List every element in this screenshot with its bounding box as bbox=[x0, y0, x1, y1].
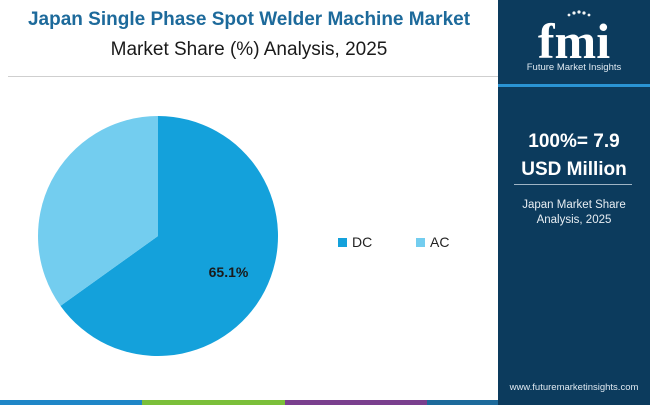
fmi-logo: fmi bbox=[538, 10, 610, 69]
footer-stripe-segment bbox=[213, 400, 285, 405]
footer-stripe-segment bbox=[142, 400, 214, 405]
legend-item-dc: DC bbox=[338, 234, 372, 250]
legend-label-dc: DC bbox=[352, 234, 373, 250]
sidebar-accent-line bbox=[498, 84, 650, 87]
pie-chart: 65.1% bbox=[38, 116, 279, 356]
pie-slice-ac bbox=[38, 116, 159, 306]
sidebar-caption-line-2: Analysis, 2025 bbox=[536, 214, 612, 226]
pie-slice-dc bbox=[60, 116, 279, 356]
legend-label-ac: AC bbox=[430, 234, 450, 250]
legend-item-ac: AC bbox=[416, 234, 449, 250]
pie-label-dc: 65.1% bbox=[209, 264, 249, 280]
market-total-unit: USD Million bbox=[521, 159, 627, 180]
footer-stripe-segment bbox=[71, 400, 143, 405]
market-total: 100%= 7.9 USD Million bbox=[498, 128, 650, 184]
footer-stripe-segment bbox=[284, 400, 356, 405]
sidebar-divider bbox=[514, 184, 632, 185]
legend-swatch-ac bbox=[416, 237, 425, 247]
website-url: www.futuremarketinsights.com bbox=[509, 382, 639, 393]
footer-stripe-segment bbox=[0, 400, 72, 405]
sidebar-panel: fmi Future Market Insights 100%= 7.9 USD… bbox=[498, 0, 650, 405]
footer-stripe-segment bbox=[426, 400, 498, 405]
footer-stripe-segment bbox=[355, 400, 427, 405]
chart-subtitle: Market Share (%) Analysis, 2025 bbox=[110, 39, 388, 60]
logo-text: fmi bbox=[538, 13, 610, 69]
title-divider bbox=[8, 76, 498, 77]
chart-title: Japan Single Phase Spot Welder Machine M… bbox=[27, 9, 471, 30]
legend-swatch-dc bbox=[338, 237, 347, 247]
logo-subtext: Future Market Insights bbox=[526, 62, 622, 73]
footer-stripe bbox=[0, 400, 498, 405]
sidebar-caption-line-1: Japan Market Share bbox=[522, 199, 626, 211]
market-total-value: 100%= 7.9 bbox=[528, 131, 620, 152]
sidebar-caption: Japan Market Share Analysis, 2025 bbox=[498, 198, 650, 228]
